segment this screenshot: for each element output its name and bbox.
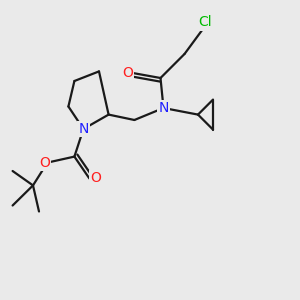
Text: N: N — [78, 122, 88, 136]
Text: O: O — [90, 172, 101, 185]
Text: O: O — [122, 66, 133, 80]
Text: O: O — [39, 156, 50, 170]
Text: N: N — [158, 101, 169, 115]
Text: Cl: Cl — [199, 16, 212, 29]
